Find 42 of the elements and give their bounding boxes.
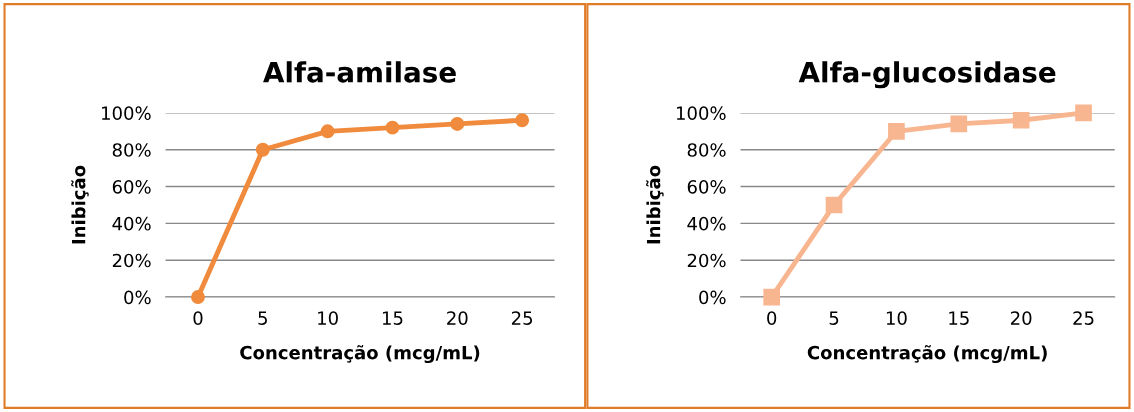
y-tick-label: 40% bbox=[112, 216, 151, 231]
point bbox=[515, 113, 530, 128]
y-tick-label: 40% bbox=[687, 216, 726, 231]
x-tick-label: 5 bbox=[258, 311, 267, 325]
point bbox=[1012, 111, 1030, 129]
y-tick-label: 20% bbox=[112, 253, 151, 268]
point bbox=[450, 116, 465, 131]
x-tick-label: 25 bbox=[511, 311, 533, 325]
y-tick-label: 80% bbox=[687, 143, 726, 157]
x-tick-label: 15 bbox=[949, 311, 969, 325]
y-axis-title: Inibição bbox=[71, 165, 89, 244]
x-tick-label: 20 bbox=[1011, 311, 1032, 325]
x-tick-label: 10 bbox=[886, 311, 907, 325]
point bbox=[255, 142, 270, 157]
y-tick-label: 60% bbox=[112, 180, 151, 194]
chart-title: Alfa-glucosidase bbox=[798, 61, 1056, 89]
point bbox=[888, 122, 905, 140]
y-tick-label: 60% bbox=[687, 180, 726, 194]
y-tick-label: 80% bbox=[112, 143, 151, 157]
x-tick-label: 5 bbox=[829, 311, 839, 325]
x-axis-title: Concentração (mcg/mL) bbox=[240, 345, 480, 364]
point bbox=[950, 115, 968, 133]
x-tick-label: 25 bbox=[1073, 311, 1094, 325]
x-tick-label: 15 bbox=[382, 311, 403, 325]
point bbox=[385, 120, 400, 135]
y-tick-label: 0% bbox=[699, 290, 726, 305]
y-axis-title: Inibição bbox=[646, 165, 664, 244]
x-tick-label: 10 bbox=[318, 311, 338, 325]
point bbox=[1075, 104, 1092, 122]
y-tick-label: 100% bbox=[676, 106, 726, 120]
y-tick-label: 20% bbox=[687, 253, 726, 268]
point bbox=[320, 124, 335, 139]
point bbox=[191, 290, 205, 304]
x-axis-title: Concentração (mcg/mL) bbox=[807, 345, 1047, 364]
y-tick-label: 100% bbox=[102, 106, 151, 120]
x-tick-label: 0 bbox=[193, 311, 203, 325]
x-tick-label: 0 bbox=[767, 311, 777, 325]
point bbox=[763, 288, 781, 306]
chart-title: Alfa-amilase bbox=[263, 61, 456, 83]
x-tick-label: 20 bbox=[447, 311, 468, 325]
y-tick-label: 0% bbox=[124, 290, 151, 305]
point bbox=[825, 196, 843, 214]
